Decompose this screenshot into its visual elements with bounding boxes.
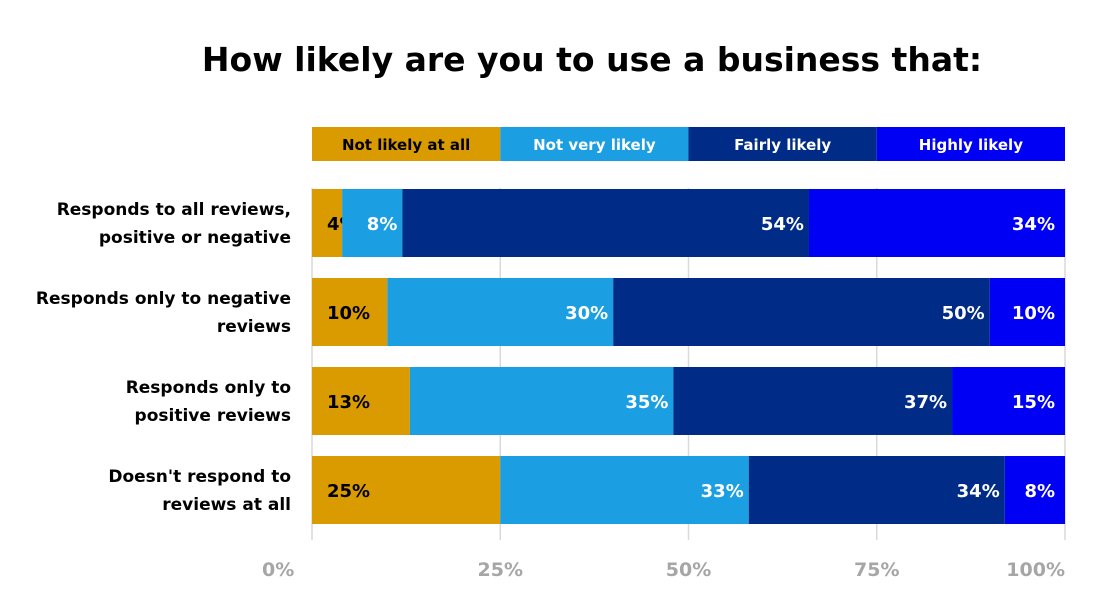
- legend-swatch-0: [312, 127, 501, 161]
- bar-1-3: [989, 278, 1065, 346]
- bar-0-3: [808, 189, 1065, 257]
- bar-3-1: [500, 456, 749, 524]
- bar-1-0: [312, 278, 388, 346]
- bar-1-1: [387, 278, 614, 346]
- data-label-3-0: 25%: [327, 481, 370, 502]
- data-label-0-3: 34%: [1012, 214, 1055, 235]
- legend-swatch-3: [876, 127, 1065, 161]
- legend-label-2: Fairly likely: [734, 136, 831, 154]
- bar-1-2: [613, 278, 990, 346]
- legend-label-3: Highly likely: [919, 136, 1023, 154]
- data-label-2-0: 13%: [327, 392, 370, 413]
- bars: 4%8%54%34%10%30%50%10%13%35%37%15%25%33%…: [312, 189, 1065, 524]
- legend-label-0: Not likely at all: [342, 136, 470, 154]
- category-label-2-1: positive reviews: [135, 406, 291, 426]
- data-label-1-2: 50%: [942, 303, 985, 324]
- chart-title: How likely are you to use a business tha…: [202, 40, 982, 79]
- category-label-3-1: reviews at all: [162, 495, 291, 515]
- bar-2-3: [952, 367, 1065, 435]
- data-label-3-2: 34%: [957, 481, 1000, 502]
- category-label-1-1: reviews: [217, 317, 291, 337]
- data-label-1-1: 30%: [565, 303, 608, 324]
- legend-swatch-1: [500, 127, 689, 161]
- data-label-0-2: 54%: [761, 214, 804, 235]
- bar-0-1: [342, 189, 403, 257]
- bar-2-0: [312, 367, 410, 435]
- legend: Not likely at all Not very likely Fairly l…: [312, 127, 1065, 161]
- x-tick-label-4: 100%: [1006, 559, 1065, 581]
- bar-2-1: [409, 367, 674, 435]
- x-tick-label-0: 0%: [262, 559, 294, 581]
- x-axis-ticks: 0% 25% 50% 75% 100%: [262, 559, 1065, 581]
- bar-3-2: [748, 456, 1005, 524]
- x-tick-label-1: 25%: [478, 559, 523, 581]
- category-label-2-0: Responds only to: [126, 378, 291, 398]
- category-labels: Responds to all reviews, positive or nega…: [36, 200, 291, 515]
- bar-3-3: [1004, 456, 1065, 524]
- data-label-2-1: 35%: [625, 392, 668, 413]
- category-label-1-0: Responds only to negative: [36, 289, 291, 309]
- x-tick-label-3: 75%: [854, 559, 899, 581]
- bar-2-2: [673, 367, 953, 435]
- bar-0-0: [312, 189, 343, 257]
- data-label-2-2: 37%: [904, 392, 947, 413]
- legend-swatch-2: [688, 127, 877, 161]
- data-label-1-3: 10%: [1012, 303, 1055, 324]
- data-label-1-0: 10%: [327, 303, 370, 324]
- data-label-0-1: 8%: [367, 214, 398, 235]
- category-label-0-1: positive or negative: [99, 228, 291, 248]
- bar-3-0: [312, 456, 501, 524]
- bar-0-2: [402, 189, 809, 257]
- category-label-3-0: Doesn't respond to: [108, 467, 291, 487]
- data-label-2-3: 15%: [1012, 392, 1055, 413]
- category-label-0-0: Responds to all reviews,: [57, 200, 291, 220]
- x-tick-label-2: 50%: [666, 559, 711, 581]
- data-label-3-1: 33%: [701, 481, 744, 502]
- legend-label-1: Not very likely: [533, 136, 656, 154]
- data-label-3-3: 8%: [1024, 481, 1055, 502]
